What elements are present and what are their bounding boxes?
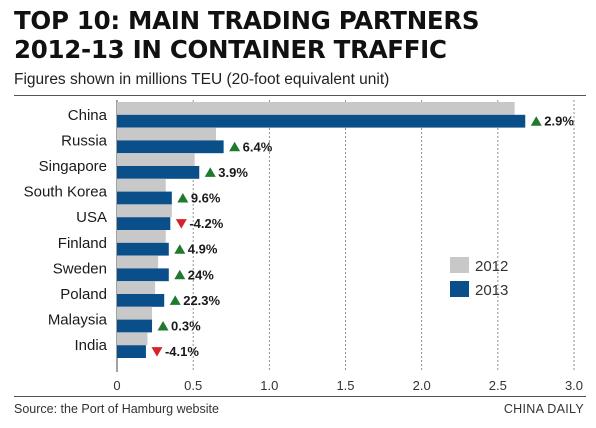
bar-2012 [117, 306, 153, 320]
bar-2012 [117, 127, 217, 141]
category-label: South Korea [24, 184, 108, 201]
title-line-2: 2012-13 IN CONTAINER TRAFFIC [14, 35, 447, 64]
category-label: Singapore [39, 158, 107, 175]
down-triangle-icon [175, 219, 187, 229]
up-triangle-icon [177, 193, 189, 203]
bar-2012 [117, 204, 172, 218]
x-tick-label: 2.5 [489, 378, 507, 393]
bottom-rule [14, 396, 586, 397]
change-label: 3.9% [218, 165, 248, 180]
bar-2012 [117, 153, 195, 166]
chart-title: TOP 10: MAIN TRADING PARTNERS 2012-13 IN… [14, 6, 584, 64]
up-triangle-icon [530, 116, 542, 126]
bar-2013 [117, 268, 169, 282]
bar-2013 [117, 114, 526, 128]
change-label: 24% [188, 267, 214, 282]
x-tick-label: 0 [113, 378, 120, 393]
category-label: Russia [61, 132, 108, 149]
change-label: 9.6% [191, 191, 221, 206]
change-label: 0.3% [171, 319, 201, 334]
title-line-1: TOP 10: MAIN TRADING PARTNERS [14, 6, 480, 35]
bar-2013 [117, 140, 224, 154]
bar-2012 [117, 281, 156, 294]
category-label: Sweden [53, 260, 107, 277]
bar-2013 [117, 294, 165, 307]
top-rule [14, 95, 586, 96]
bar-2013 [117, 345, 146, 358]
source-note: Source: the Port of Hamburg website [14, 402, 219, 416]
bar-2013 [117, 242, 169, 256]
change-label: 4.9% [188, 242, 218, 257]
up-triangle-icon [229, 141, 241, 152]
legend-label-2013: 2013 [475, 282, 508, 299]
bar-2013 [117, 166, 200, 179]
bar-2012 [117, 332, 148, 346]
credit-label: CHINA DAILY [503, 402, 584, 416]
x-tick-label: 1.5 [336, 378, 354, 393]
change-label: 6.4% [243, 139, 273, 154]
legend-swatch-2012 [450, 257, 469, 273]
up-triangle-icon [174, 269, 186, 280]
legend-label-2012: 2012 [475, 258, 508, 275]
category-label: Malaysia [48, 312, 108, 329]
legend-swatch-2013 [450, 281, 469, 297]
bar-2013 [117, 217, 171, 230]
x-tick-label: 1.0 [260, 378, 278, 393]
category-label: India [74, 337, 107, 354]
bar-2013 [117, 319, 153, 333]
bar-2012 [117, 230, 166, 243]
change-label: 22.3% [183, 293, 220, 308]
x-tick-label: 3.0 [565, 378, 583, 393]
x-tick-label: 0.5 [184, 378, 202, 393]
bar-2012 [117, 178, 166, 192]
up-triangle-icon [157, 321, 169, 331]
category-label: Poland [60, 286, 107, 303]
category-label: USA [76, 209, 107, 226]
up-triangle-icon [174, 244, 186, 254]
x-tick-label: 2.0 [413, 378, 431, 393]
change-label: 2.9% [544, 114, 574, 129]
bar-2012 [117, 102, 515, 115]
chart-subtitle: Figures shown in millions TEU (20-foot e… [14, 71, 390, 88]
down-triangle-icon [151, 347, 163, 357]
up-triangle-icon [204, 167, 216, 177]
change-label: -4.1% [165, 344, 199, 359]
category-label: Finland [58, 235, 107, 252]
change-label: -4.2% [189, 216, 223, 231]
bar-2013 [117, 191, 172, 205]
bar-2012 [117, 255, 159, 269]
category-label: China [68, 107, 108, 124]
up-triangle-icon [169, 295, 181, 305]
